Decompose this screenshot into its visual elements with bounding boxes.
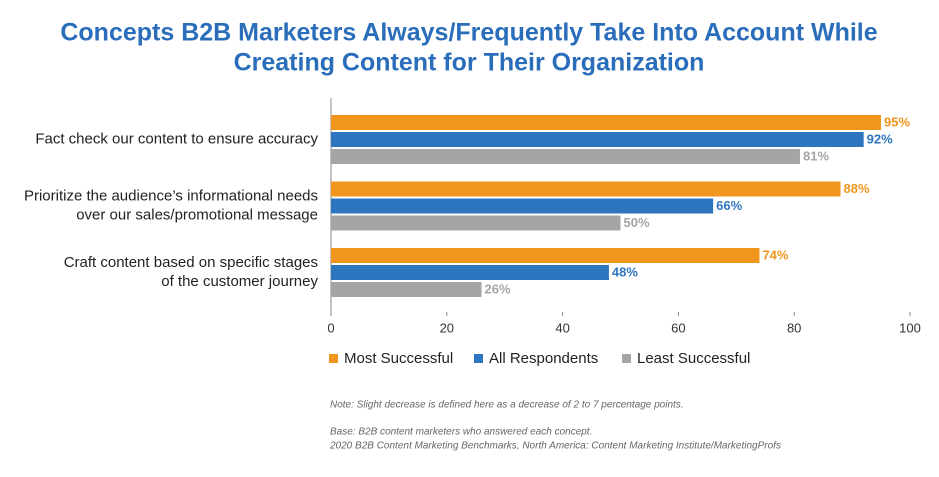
bar bbox=[331, 248, 760, 263]
bar bbox=[331, 265, 609, 280]
x-tick-label: 80 bbox=[787, 320, 801, 335]
x-tick-label: 20 bbox=[440, 320, 454, 335]
category-label: Prioritize the audience’s informational … bbox=[24, 187, 318, 204]
legend-label: Most Successful bbox=[344, 350, 453, 367]
x-tick-label: 60 bbox=[671, 320, 685, 335]
category-label: of the customer journey bbox=[161, 273, 318, 290]
bar bbox=[331, 132, 864, 147]
note: Base: B2B content marketers who answered… bbox=[330, 427, 592, 438]
bar bbox=[331, 149, 800, 164]
legend-label: All Respondents bbox=[489, 350, 598, 367]
category-label: Fact check our content to ensure accurac… bbox=[35, 130, 318, 147]
value-label: 50% bbox=[624, 215, 650, 230]
value-label: 48% bbox=[612, 264, 638, 279]
x-tick-label: 40 bbox=[555, 320, 569, 335]
bar bbox=[331, 115, 882, 130]
value-label: 88% bbox=[844, 181, 870, 196]
value-label: 26% bbox=[485, 281, 511, 296]
bar bbox=[331, 215, 621, 231]
category-label: over our sales/promotional message bbox=[76, 206, 318, 223]
value-label: 74% bbox=[762, 247, 788, 262]
legend-label: Least Successful bbox=[637, 350, 750, 367]
chart-title: Creating Content for Their Organization bbox=[234, 49, 705, 77]
legend-swatch bbox=[329, 354, 338, 363]
category-label: Craft content based on specific stages bbox=[64, 254, 318, 271]
bar bbox=[331, 282, 482, 297]
value-label: 81% bbox=[803, 148, 829, 163]
note: 2020 B2B Content Marketing Benchmarks, N… bbox=[329, 441, 781, 452]
value-label: 95% bbox=[884, 114, 910, 129]
x-tick-label: 100 bbox=[899, 320, 921, 335]
legend-swatch bbox=[474, 354, 483, 363]
value-label: 92% bbox=[867, 131, 893, 146]
bar bbox=[331, 181, 841, 197]
chart-title: Concepts B2B Marketers Always/Frequently… bbox=[60, 19, 877, 47]
value-label: 66% bbox=[716, 198, 742, 213]
note: Note: Slight decrease is defined here as… bbox=[330, 400, 684, 411]
legend-swatch bbox=[622, 354, 631, 363]
bar bbox=[331, 198, 714, 214]
x-tick-label: 0 bbox=[327, 320, 334, 335]
